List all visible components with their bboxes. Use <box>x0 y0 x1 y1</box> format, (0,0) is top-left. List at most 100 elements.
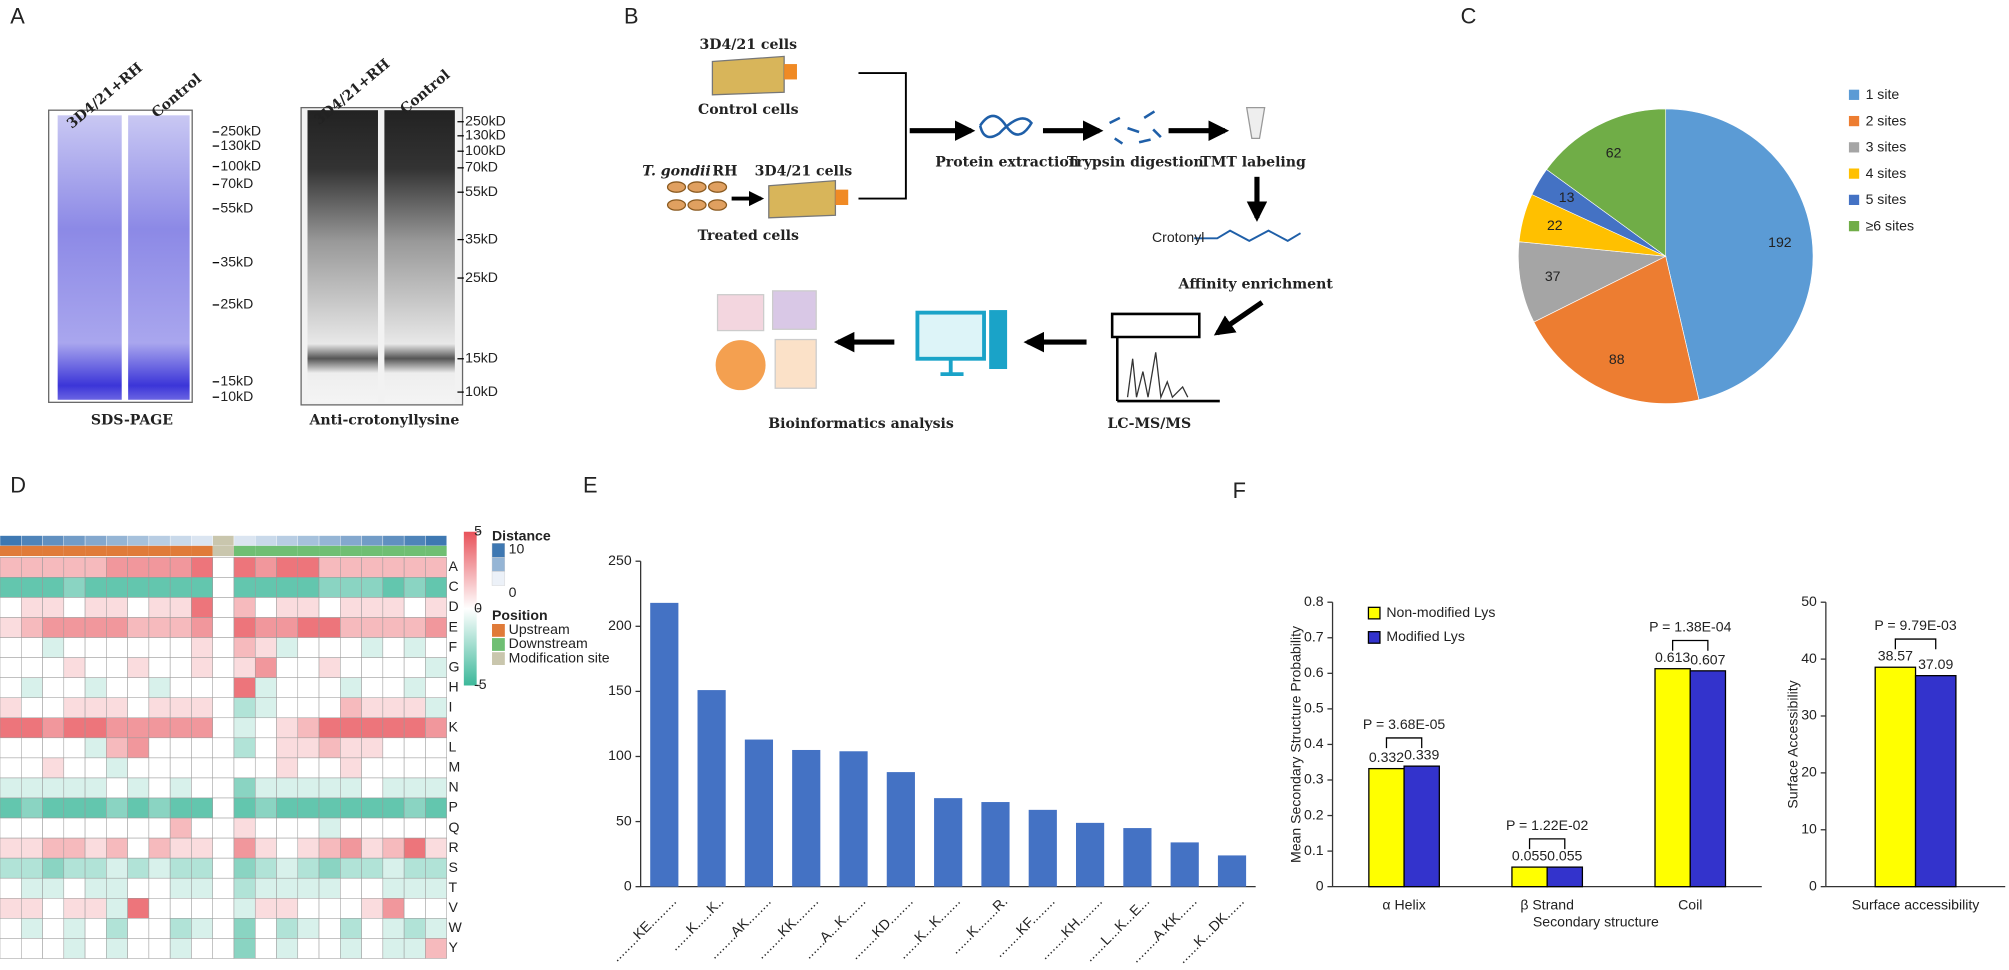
distance-swatch <box>491 571 506 586</box>
heat-cell <box>169 877 192 899</box>
p-bracket <box>1385 737 1423 749</box>
heat-cell <box>297 837 320 859</box>
heat-cell <box>340 918 362 939</box>
heat-cell <box>191 657 213 678</box>
empty-cell <box>212 697 235 719</box>
heat-cell <box>63 777 86 799</box>
heat-cell <box>169 857 192 879</box>
heat-cell <box>191 797 213 819</box>
heat-cell <box>191 817 213 839</box>
volcano-thumb <box>716 294 765 332</box>
step-label: Affinity enrichment <box>1177 276 1333 292</box>
gel-caption: Anti-crotonyllysine <box>308 412 459 428</box>
y-tick-label: 0.4 <box>1304 735 1324 751</box>
heat-cell <box>361 857 384 879</box>
heat-cell <box>361 637 384 658</box>
heat-cell <box>42 657 65 678</box>
heat-cell <box>425 717 447 739</box>
heat-cell <box>340 938 362 959</box>
heat-cell <box>318 717 341 739</box>
marker-label: 55kD <box>465 183 498 199</box>
heat-cell <box>148 877 171 899</box>
flask <box>711 55 785 96</box>
position-cell <box>297 545 320 557</box>
heat-cell <box>340 697 362 719</box>
heat-cell <box>382 877 405 899</box>
heat-cell <box>84 938 107 959</box>
heat-cell <box>21 777 43 799</box>
empty-cell <box>212 597 235 618</box>
heat-cell <box>127 797 150 819</box>
heat-cell <box>42 757 65 779</box>
heat-cell <box>84 877 107 899</box>
distance-cell <box>403 535 426 547</box>
heat-cell <box>191 938 213 959</box>
marker-label: 70kD <box>465 159 498 175</box>
heat-cell <box>361 797 384 819</box>
heat-cell <box>169 697 192 719</box>
position-swatch <box>492 652 505 665</box>
heat-cell <box>276 877 299 899</box>
legend-label: 1 site <box>1866 86 1900 102</box>
heat-cell <box>425 918 447 939</box>
heat-cell <box>403 637 426 658</box>
spectrum-icon <box>1126 352 1189 400</box>
heat-cell <box>106 757 128 779</box>
position-swatch <box>492 623 505 637</box>
y-tick-label: 0.1 <box>1304 842 1324 858</box>
heat-cell <box>297 817 320 839</box>
bar <box>1170 842 1199 887</box>
heat-cell <box>425 557 447 578</box>
heat-cell <box>403 857 426 879</box>
heat-cell <box>361 837 384 859</box>
heat-cell <box>127 577 150 598</box>
position-cell <box>148 545 171 557</box>
heat-cell <box>191 918 213 939</box>
y-tick-label: 40 <box>1801 650 1817 666</box>
heat-cell <box>63 757 86 779</box>
legend-label: 3 sites <box>1866 139 1907 155</box>
heat-cell <box>42 837 65 859</box>
position-cell <box>340 545 362 557</box>
heat-cell <box>148 737 171 759</box>
heat-cell <box>84 817 107 839</box>
heat-cell <box>233 897 256 919</box>
heat-cell <box>42 857 65 879</box>
heat-cell <box>63 737 86 759</box>
heat-cell <box>42 817 65 839</box>
heat-cell <box>403 697 426 719</box>
legend-swatch <box>1848 221 1860 232</box>
position-cell <box>404 545 426 557</box>
heat-cell <box>191 777 213 799</box>
row-label: H <box>448 678 458 694</box>
heat-cell <box>297 717 320 739</box>
heat-cell <box>84 777 107 799</box>
heat-cell <box>233 677 256 698</box>
bar <box>792 749 821 887</box>
heat-cell <box>276 697 299 719</box>
heat-cell <box>21 577 43 598</box>
position-cell <box>42 545 64 557</box>
heat-cell <box>403 617 426 638</box>
data-label: 22 <box>1547 217 1563 233</box>
row-label: G <box>448 658 459 674</box>
heat-cell <box>276 817 299 839</box>
heat-cell <box>0 737 22 759</box>
heat-cell <box>425 657 447 678</box>
legend-label: ≥6 sites <box>1866 218 1914 234</box>
heat-cell <box>425 677 447 698</box>
heat-cell <box>318 877 341 899</box>
step-label: Bioinformatics analysis <box>768 416 954 432</box>
heat-cell <box>382 617 405 638</box>
heat-cell <box>21 637 43 658</box>
empty-cell <box>212 857 235 879</box>
heat-cell <box>148 918 171 939</box>
heat-cell <box>254 777 277 799</box>
heat-cell <box>169 717 192 739</box>
distance-cell <box>169 535 192 547</box>
data-label: 38.57 <box>1878 648 1913 664</box>
y-tick-label: 0.2 <box>1304 806 1324 822</box>
heat-cell <box>191 597 213 618</box>
empty-cell <box>212 817 235 839</box>
heat-cell <box>148 938 171 959</box>
